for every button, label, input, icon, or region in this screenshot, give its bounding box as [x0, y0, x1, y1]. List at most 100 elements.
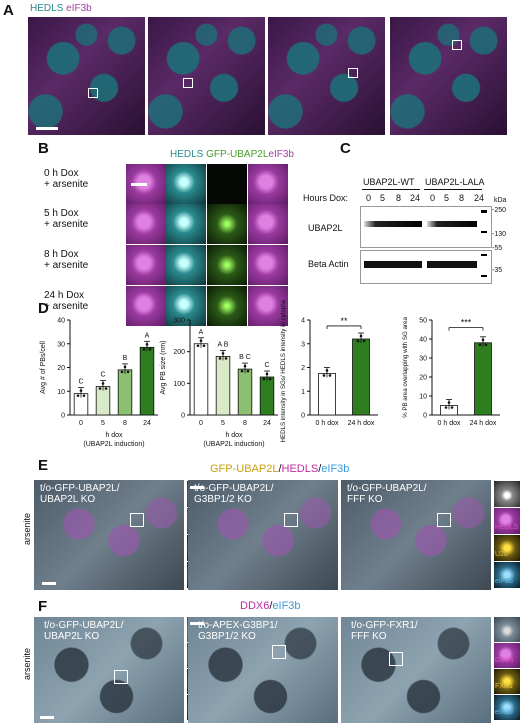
significance-letter: A	[145, 332, 150, 339]
x-tick-label: 24	[143, 420, 151, 427]
significance-letter: A	[199, 329, 204, 336]
y-tick-label: 1	[301, 389, 305, 396]
inset-label: HEDLS	[495, 524, 519, 531]
data-point	[265, 372, 269, 376]
data-point	[224, 357, 228, 360]
title-ddx6: DDX6	[240, 600, 270, 612]
x-tick-label: 24	[263, 420, 271, 427]
significance-letter: C	[100, 372, 105, 379]
y-tick-label: 100	[173, 381, 185, 388]
title-gfp: GFP-UBAP2L	[210, 463, 279, 475]
panel-f-side: arsenite	[22, 647, 32, 680]
field-label-line1: t/o-GFP-UBAP2L/	[347, 483, 427, 494]
y-tick-label: 30	[57, 341, 65, 348]
bar	[318, 373, 336, 416]
y-tick-label: 50	[419, 318, 427, 325]
roi-box	[114, 670, 128, 684]
y-tick-label: 4	[301, 318, 305, 325]
y-tick-label: 0	[423, 413, 427, 420]
merge-tile	[126, 204, 166, 244]
x-tick-label: 0	[199, 420, 203, 427]
field-image	[188, 617, 338, 723]
row-label-line1: 0 h Dox	[44, 168, 79, 179]
y-axis-label: % PB area overlapping with SG area	[402, 317, 409, 418]
eif3b-tile	[248, 204, 288, 244]
x-axis-label: h dox	[225, 432, 243, 439]
panel-c-label: C	[340, 140, 351, 157]
significance-stars: **	[340, 316, 348, 326]
data-point	[199, 339, 203, 343]
x-tick-label: 0 h dox	[316, 420, 339, 427]
data-point	[142, 348, 146, 351]
inset-tile	[494, 643, 520, 668]
roi-box	[88, 88, 98, 98]
data-point	[450, 406, 454, 409]
bar	[117, 369, 133, 416]
scale-bar	[131, 183, 147, 186]
data-point	[325, 369, 329, 372]
data-point	[356, 339, 360, 343]
roi-box	[452, 40, 462, 50]
inset-tile	[494, 562, 520, 588]
scale-bar	[36, 127, 58, 130]
data-point	[362, 339, 366, 343]
data-point	[444, 406, 448, 409]
gfp-tile	[207, 245, 247, 285]
y-tick-label: 40	[419, 337, 427, 344]
data-point	[120, 370, 124, 374]
kda-label: kDa	[494, 197, 507, 204]
bar	[474, 342, 492, 416]
bar	[352, 338, 370, 416]
x-tick-label: 24 h dox	[470, 420, 497, 427]
field-label-line2: UBAP2L KO	[44, 631, 100, 642]
gfp-tile	[207, 286, 247, 326]
y-tick-label: 10	[419, 394, 427, 401]
marker-130: -130	[492, 231, 507, 238]
bar	[259, 376, 275, 416]
panel-b-header: HEDLS GFP-UBAP2LeIF3b	[170, 150, 294, 160]
field-label-line1: t/o-GFP-UBAP2L/	[194, 483, 274, 494]
field-image	[188, 480, 338, 590]
data-point	[447, 401, 451, 404]
legend-eif3b: eIF3b	[66, 3, 92, 14]
panel-a-image-2	[148, 17, 265, 135]
y-tick-label: 3	[301, 341, 305, 348]
hour-tick: 24	[474, 193, 485, 203]
field-label-line1: t/o-GFP-FXR1/	[351, 620, 418, 631]
field-image	[341, 480, 491, 590]
eif3b-tile	[248, 164, 288, 204]
group-wt-line	[362, 189, 420, 190]
data-point	[202, 344, 206, 348]
marker-35: -35	[492, 267, 503, 274]
inset-tile	[494, 669, 520, 694]
data-point	[481, 338, 485, 342]
roi-box	[389, 652, 403, 666]
panel-a-image-3	[268, 17, 385, 135]
inset-label-bottom: eIF3b	[495, 709, 513, 716]
data-point	[262, 377, 266, 381]
data-point	[79, 389, 83, 392]
blot-ubap2l	[360, 206, 492, 248]
hedls-tile	[166, 245, 206, 285]
row-label-line2: + arsenite	[44, 301, 89, 312]
inset-tile	[494, 695, 520, 720]
band-ubap2l-label: UBAP2L	[308, 223, 343, 233]
y-tick-label: 30	[419, 356, 427, 363]
inset-label: eIF3b	[495, 578, 513, 585]
roi-box	[272, 645, 286, 659]
data-point	[221, 352, 225, 355]
gfp-tile	[207, 164, 247, 204]
y-tick-label: 0	[61, 413, 65, 420]
panel-a-image-4	[390, 17, 507, 135]
title-eif3b: eIF3b	[321, 463, 350, 475]
y-tick-label: 200	[173, 349, 185, 356]
data-point	[126, 370, 130, 374]
group-wt: UBAP2L-WT	[363, 177, 415, 187]
title-eif3b-f: eIF3b	[272, 600, 301, 612]
significance-letter: B	[123, 355, 128, 362]
bar	[215, 356, 231, 416]
field-label-line2: FFF KO	[347, 494, 383, 505]
data-point	[218, 357, 222, 360]
data-point	[101, 382, 105, 385]
